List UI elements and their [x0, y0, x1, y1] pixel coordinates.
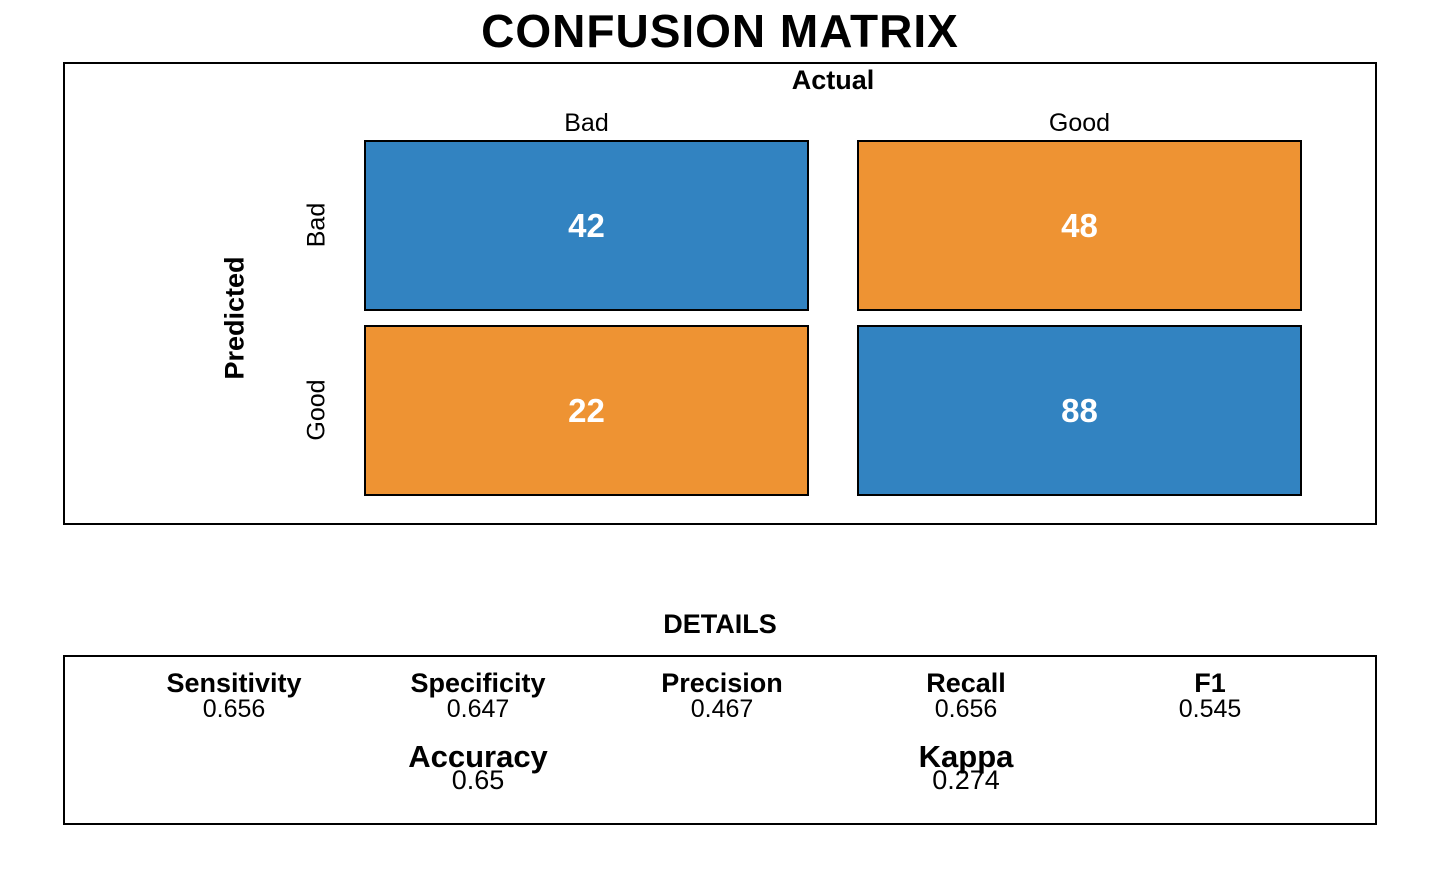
metric-recall: Recall 0.656: [844, 669, 1088, 723]
column-label-good: Good: [1048, 109, 1111, 137]
actual-axis-label: Actual: [791, 65, 875, 95]
metric-accuracy: Accuracy 0.65: [356, 739, 600, 795]
metric-label: Accuracy: [408, 739, 548, 774]
cell-predicted-good-actual-bad: 22: [364, 325, 809, 496]
cell-value-true-good: 88: [1061, 391, 1098, 429]
details-panel: Sensitivity 0.656 Specificity 0.647 Prec…: [63, 655, 1377, 825]
cell-value-false-good: 22: [568, 391, 605, 429]
metric-value: 0.656: [202, 695, 266, 724]
metric-value: 0.65: [451, 764, 505, 795]
summary-spacer: [600, 741, 844, 794]
metric-sensitivity: Sensitivity 0.656: [112, 669, 356, 723]
metric-value: 0.274: [932, 764, 1000, 795]
row-label-good: Good: [302, 379, 331, 441]
cell-predicted-bad-actual-good: 48: [857, 140, 1302, 311]
metric-label: Recall: [926, 668, 1006, 698]
page-title: CONFUSION MATRIX: [481, 5, 959, 57]
details-title: DETAILS: [663, 609, 777, 639]
summary-spacer: [112, 741, 356, 794]
predicted-axis-label: Predicted: [219, 256, 250, 380]
metric-value: 0.545: [1178, 695, 1242, 724]
metric-kappa: Kappa 0.274: [844, 739, 1088, 795]
metric-label: Specificity: [410, 668, 546, 698]
row-label-bad: Bad: [302, 202, 331, 248]
metric-precision: Precision 0.467: [600, 669, 844, 723]
column-label-bad: Bad: [564, 109, 609, 137]
cell-value-false-bad: 48: [1061, 206, 1098, 244]
metric-label: Sensitivity: [166, 668, 302, 698]
metric-label: Precision: [661, 668, 783, 698]
matrix-cells-grid: 42 48 22 88: [364, 140, 1302, 496]
metric-specificity: Specificity 0.647: [356, 669, 600, 723]
metrics-row: Sensitivity 0.656 Specificity 0.647 Prec…: [112, 669, 1332, 723]
confusion-matrix-panel: Actual Bad Good Predicted Bad Good 42 48…: [63, 62, 1377, 525]
metric-value: 0.467: [690, 695, 754, 724]
metric-label: F1: [1194, 668, 1226, 698]
cell-predicted-good-actual-good: 88: [857, 325, 1302, 496]
metric-value: 0.647: [446, 695, 510, 724]
metric-f1: F1 0.545: [1088, 669, 1332, 723]
cell-value-true-bad: 42: [568, 206, 605, 244]
metric-label: Kappa: [918, 739, 1014, 774]
cell-predicted-bad-actual-bad: 42: [364, 140, 809, 311]
summary-spacer: [1088, 741, 1332, 794]
summary-row: Accuracy 0.65 Kappa 0.274: [112, 739, 1332, 795]
metric-value: 0.656: [934, 695, 998, 724]
